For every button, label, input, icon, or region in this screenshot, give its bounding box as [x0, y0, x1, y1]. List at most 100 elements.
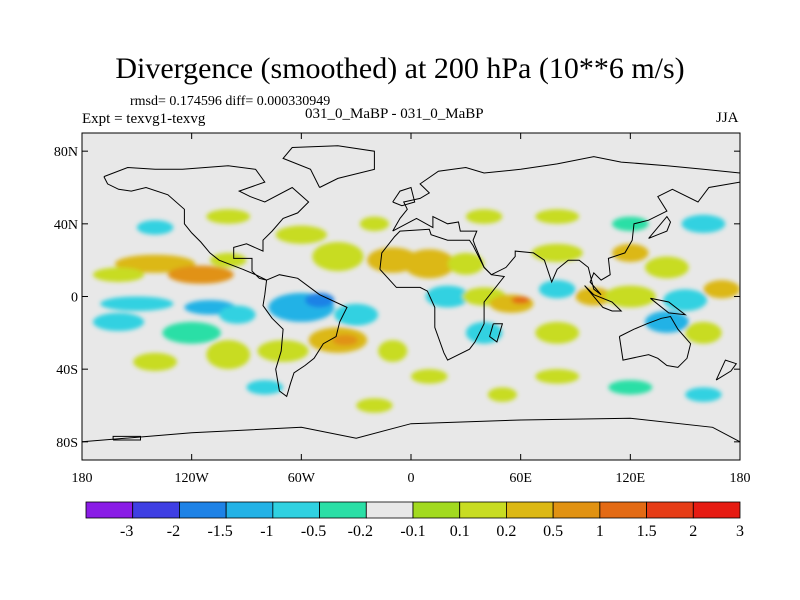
colorbar-box	[85, 501, 134, 519]
field-feature	[535, 369, 580, 384]
field-feature	[685, 321, 722, 344]
field-feature	[465, 209, 503, 224]
stats-line: rmsd= 0.174596 diff= 0.000330949	[130, 94, 331, 109]
field-feature	[359, 216, 390, 232]
field-feature	[206, 340, 251, 370]
colorbar-label: 0.1	[450, 523, 470, 540]
colorbar-box	[365, 501, 414, 519]
coastline	[489, 323, 504, 343]
field-feature	[644, 256, 689, 279]
coastline	[650, 297, 687, 316]
colorbar-label: -0.1	[400, 523, 425, 540]
colorbar-box	[412, 501, 461, 519]
coastline	[103, 165, 310, 281]
field-feature	[334, 303, 379, 326]
field-feature	[356, 398, 393, 413]
field-feature	[535, 321, 580, 344]
field-feature	[411, 369, 448, 384]
colorbar-label: 1	[596, 523, 604, 540]
y-tick-label: 40S	[56, 363, 78, 378]
field-feature	[162, 321, 221, 344]
x-tick-label: 60E	[509, 471, 532, 486]
y-tick-label: 40N	[54, 218, 78, 233]
coastline	[262, 274, 348, 398]
experiment-label: Expt = texvg1-texvg	[82, 111, 206, 127]
field-feature	[535, 209, 580, 224]
coastline	[379, 228, 506, 361]
colorbar-box	[552, 501, 601, 519]
coastline	[648, 215, 672, 239]
field-feature	[100, 296, 174, 312]
colorbar-label: -2	[167, 523, 180, 540]
coastline	[715, 359, 738, 381]
colorbar-label: 2	[689, 523, 697, 540]
coastline	[112, 435, 141, 441]
field-feature	[612, 243, 649, 262]
chart-title: Divergence (smoothed) at 200 hPa (10**6 …	[115, 52, 685, 85]
colorbar-box	[646, 501, 694, 519]
divergence-field	[92, 209, 740, 413]
x-tick-label: 0	[408, 471, 415, 486]
field-feature	[604, 285, 656, 308]
field-feature	[167, 265, 234, 284]
field-feature	[275, 225, 327, 244]
x-tick-label: 180	[72, 471, 93, 486]
field-feature	[447, 252, 485, 275]
field-feature	[257, 340, 309, 362]
colorbar-box	[179, 501, 227, 519]
x-tick-label: 60W	[288, 471, 316, 486]
field-feature	[209, 252, 247, 268]
colorbar-label: 1.5	[637, 523, 657, 540]
coastlines	[82, 145, 740, 443]
field-feature	[538, 280, 576, 299]
colorbar-box	[132, 501, 180, 519]
field-feature	[663, 289, 708, 312]
axis-ticks: 180 120W 60W 0 60E 120E 180 80N 40N 0 40S 80S	[54, 133, 751, 486]
coastline	[392, 156, 740, 296]
coastline	[82, 417, 740, 443]
y-tick-label: 0	[71, 291, 78, 306]
y-tick-label: 80N	[54, 145, 78, 160]
colorbar-box	[319, 501, 367, 519]
coastline	[282, 145, 375, 188]
colorbar-label: -3	[120, 523, 133, 540]
colorbar-box	[692, 501, 741, 519]
y-tick-label: 80S	[56, 436, 78, 451]
field-feature	[644, 311, 689, 333]
field-feature	[92, 267, 145, 282]
season-label: JJA	[716, 110, 739, 126]
colorbar-box	[459, 501, 507, 519]
field-feature	[511, 296, 530, 304]
colorbar-label: 3	[736, 523, 744, 540]
field-feature	[608, 380, 653, 395]
field-feature	[114, 254, 196, 273]
field-feature	[681, 214, 726, 233]
field-feature	[332, 334, 358, 346]
field-feature	[312, 242, 364, 272]
field-feature	[403, 249, 455, 279]
x-tick-label: 120W	[175, 471, 210, 486]
colorbar-box	[506, 501, 554, 519]
field-feature	[206, 209, 251, 224]
field-feature	[612, 216, 649, 232]
field-feature	[304, 292, 335, 308]
field-feature	[465, 321, 503, 344]
field-feature	[246, 380, 284, 395]
x-tick-label: 120E	[616, 471, 646, 486]
field-feature	[425, 285, 470, 308]
colorbar-label: 0.2	[496, 523, 516, 540]
coastline	[584, 285, 623, 312]
colorbar-label: 0.5	[543, 523, 563, 540]
field-feature	[378, 340, 408, 362]
colorbar-label: -1.5	[207, 523, 232, 540]
field-feature	[489, 294, 534, 313]
colorbar-label: -0.5	[301, 523, 326, 540]
colorbar-label: -1	[260, 523, 273, 540]
coastline	[392, 186, 416, 207]
field-feature	[133, 352, 178, 371]
x-tick-label: 180	[730, 471, 751, 486]
field-feature	[219, 305, 256, 324]
colorbar-label: -0.2	[348, 523, 373, 540]
field-feature	[136, 220, 174, 235]
